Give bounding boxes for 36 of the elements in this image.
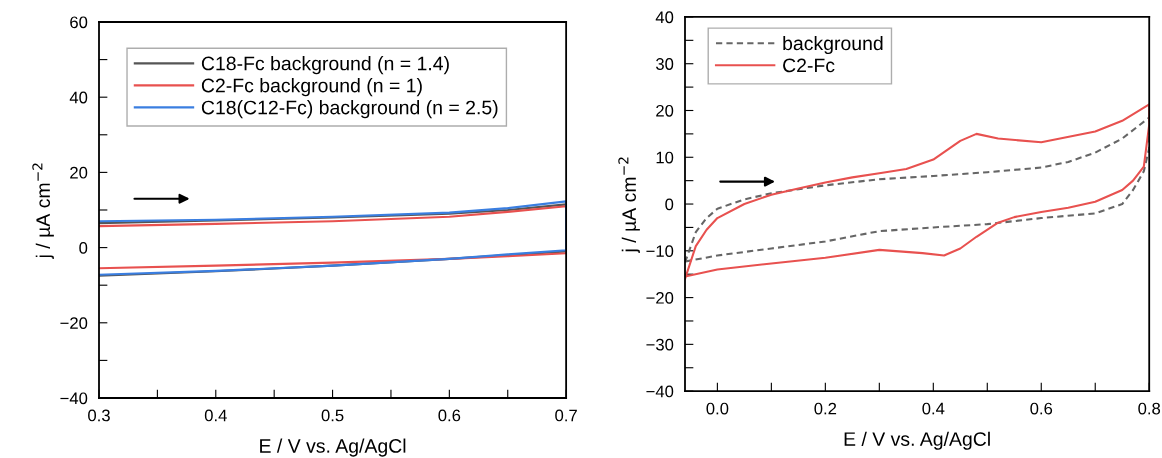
y-tick-label: 0 — [79, 242, 88, 254]
y-tick-label: 20 — [656, 104, 674, 117]
x-tick-label: 0.6 — [1030, 402, 1053, 415]
y-tick-label: −40 — [60, 392, 88, 405]
y-tick-label: 10 — [656, 151, 674, 164]
legend-label: C18-Fc background (n = 1.4) — [201, 56, 449, 75]
x-tick-label: 0.6 — [438, 409, 461, 422]
legend-label: background — [783, 35, 883, 55]
y-tick-label: 0 — [665, 198, 674, 211]
legend-label: C18(C12-Fc) background (n = 2.5) — [201, 100, 498, 119]
x-tick-label: 0.2 — [814, 402, 837, 415]
line-series — [685, 116, 1150, 264]
y-tick-label: 30 — [655, 58, 674, 70]
y-tick-label: −30 — [646, 338, 674, 351]
x-axis-title: E / V vs. Ag/AgCl — [844, 431, 990, 450]
y-axis-title: j / µA cm$^{−2}$ — [32, 163, 54, 259]
y-tick-label: −40 — [646, 385, 674, 398]
x-tick-label: 0.4 — [922, 402, 945, 415]
x-tick-label: 0.0 — [706, 402, 729, 415]
legend-label: C2-Fc background (n = 1) — [201, 78, 422, 97]
y-axis-title: j / µA cm$^{−2}$ — [618, 157, 640, 253]
x-tick-label: 0.3 — [88, 409, 110, 422]
y-tick-label: 20 — [70, 166, 88, 179]
x-tick-label: 0.4 — [204, 409, 227, 422]
x-tick-label: 0.8 — [1138, 402, 1161, 415]
x-tick-label: 0.5 — [321, 409, 344, 422]
line-series — [685, 103, 1150, 280]
y-tick-label: 40 — [655, 11, 674, 24]
y-tick-label: −20 — [646, 291, 674, 304]
y-tick-label: −20 — [60, 317, 88, 329]
x-tick-label: 0.7 — [555, 409, 577, 422]
legend-label: C2-Fc — [783, 58, 835, 73]
y-tick-label: 40 — [69, 91, 88, 104]
y-tick-label: 60 — [70, 16, 88, 29]
x-axis-title: E / V vs. Ag/AgCl — [260, 438, 406, 457]
y-tick-label: −10 — [646, 245, 674, 258]
